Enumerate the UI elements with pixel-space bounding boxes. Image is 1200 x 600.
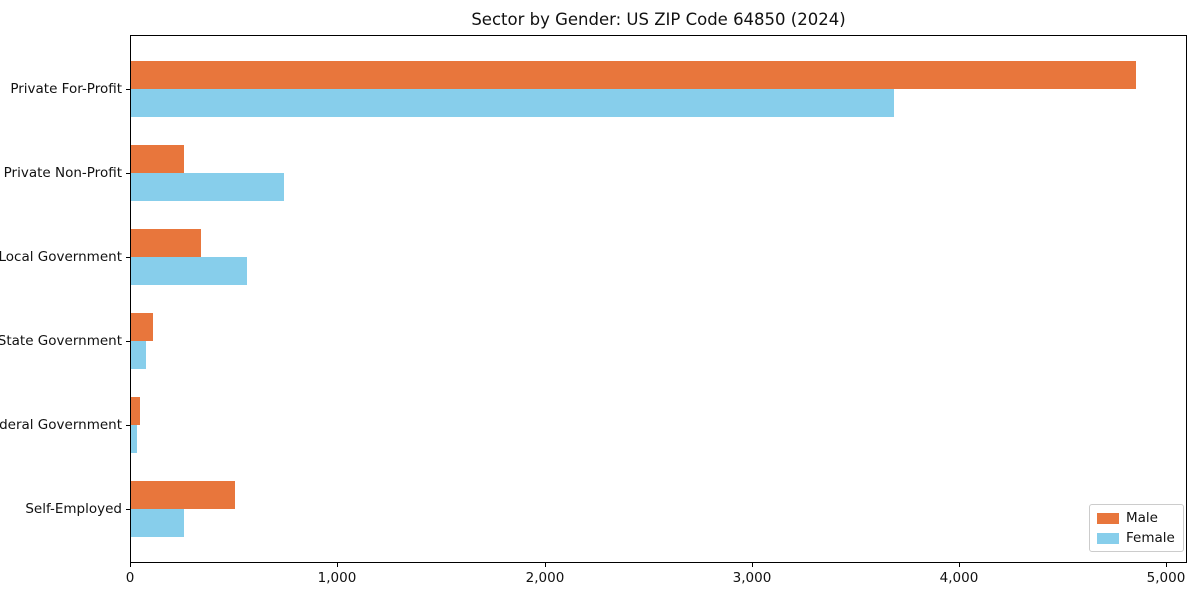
legend-item-male: Male <box>1097 510 1175 526</box>
legend-label-male: Male <box>1126 510 1158 526</box>
x-axis-tick-3 <box>752 563 753 567</box>
bar-male-4 <box>131 397 140 425</box>
y-axis-tick-0 <box>126 89 130 90</box>
x-axis-tick-4 <box>959 563 960 567</box>
legend-item-female: Female <box>1097 530 1175 546</box>
legend: Male Female <box>1089 504 1184 552</box>
bar-male-2 <box>131 229 201 257</box>
bar-female-1 <box>131 173 284 201</box>
bar-female-0 <box>131 89 894 117</box>
y-axis-label-3: State Government <box>0 333 122 349</box>
x-axis-label-0: 0 <box>125 570 135 586</box>
x-axis-tick-2 <box>545 563 546 567</box>
x-axis-label-1: 1,000 <box>317 570 357 586</box>
bar-female-3 <box>131 341 146 369</box>
y-axis-label-4: Federal Government <box>0 417 122 433</box>
y-axis-tick-1 <box>126 173 130 174</box>
bar-male-1 <box>131 145 184 173</box>
chart-title: Sector by Gender: US ZIP Code 64850 (202… <box>471 10 846 29</box>
x-axis-label-5: 5,000 <box>1146 570 1186 586</box>
legend-swatch-female <box>1097 532 1119 544</box>
plot-area <box>130 35 1187 563</box>
x-axis-tick-0 <box>130 563 131 567</box>
legend-swatch-male <box>1097 512 1119 524</box>
y-axis-tick-3 <box>126 341 130 342</box>
y-axis-label-0: Private For-Profit <box>10 81 122 97</box>
x-axis-tick-1 <box>337 563 338 567</box>
bar-female-2 <box>131 257 247 285</box>
x-axis-tick-5 <box>1166 563 1167 567</box>
x-axis-label-2: 2,000 <box>525 570 565 586</box>
legend-label-female: Female <box>1126 530 1175 546</box>
x-axis-label-4: 4,000 <box>939 570 979 586</box>
bar-female-5 <box>131 509 184 537</box>
y-axis-tick-2 <box>126 257 130 258</box>
y-axis-tick-4 <box>126 425 130 426</box>
y-axis-label-2: Local Government <box>0 249 122 265</box>
bar-male-3 <box>131 313 153 341</box>
y-axis-tick-5 <box>126 509 130 510</box>
bar-male-0 <box>131 61 1136 89</box>
y-axis-label-5: Self-Employed <box>25 501 122 517</box>
bar-male-5 <box>131 481 235 509</box>
x-axis-label-3: 3,000 <box>732 570 772 586</box>
y-axis-label-1: Private Non-Profit <box>3 165 122 181</box>
bar-female-4 <box>131 425 137 453</box>
